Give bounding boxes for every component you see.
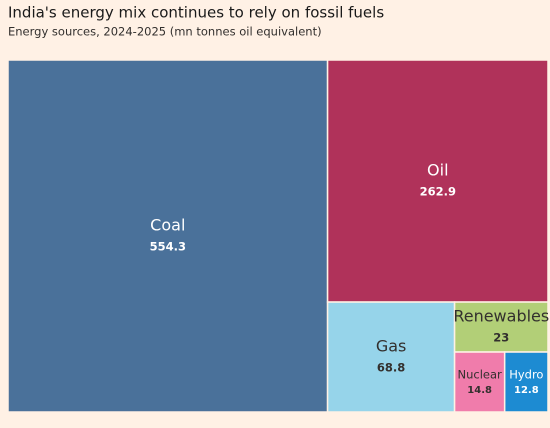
tile [453,351,506,413]
tile-label: Oil [427,161,448,180]
tile-label: Coal [150,216,185,235]
value-label: 68.8 [377,361,405,375]
tile-label: Hydro [509,368,543,382]
tile [326,301,456,413]
value-label: 12.8 [514,385,539,396]
tile [326,59,549,303]
value-label: 554.3 [150,240,186,254]
value-label: 262.9 [420,185,456,199]
tile-label: Nuclear [458,368,503,382]
tile [7,59,329,413]
chart-title: India's energy mix continues to rely on … [8,4,384,22]
tile-label: Renewables [453,307,549,326]
value-label: 14.8 [467,385,492,396]
value-label: 23 [493,331,509,345]
chart-subtitle: Energy sources, 2024-2025 (mn tonnes oil… [8,25,322,39]
tile [503,351,549,413]
tile-label: Gas [376,337,407,356]
tile [453,301,549,353]
